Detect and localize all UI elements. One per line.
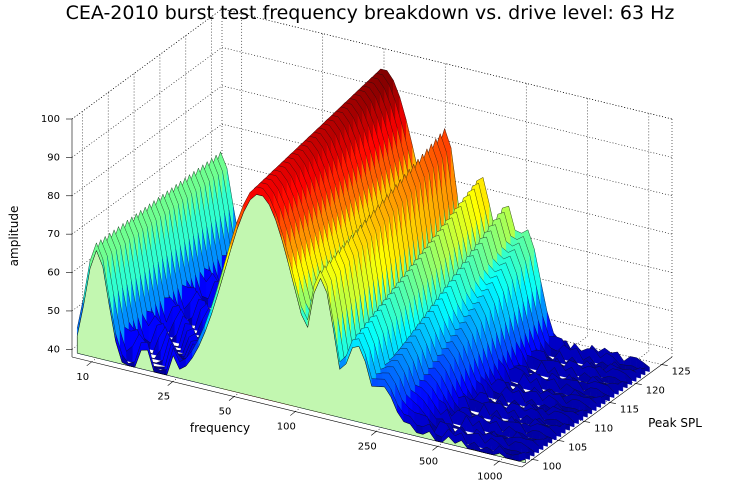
z-grid-left (71, 47, 223, 158)
x-tick-label: 25 (157, 392, 170, 403)
x-tick-mark (493, 461, 499, 466)
x-tick-label: 100 (277, 422, 296, 433)
surface-patch (483, 418, 491, 433)
y-tick-mark (532, 459, 539, 461)
z-tick-label: 100 (41, 114, 60, 125)
x-tick-label: 10 (76, 372, 89, 383)
z-grid-back (221, 8, 673, 120)
y-tick-label: 115 (620, 405, 639, 416)
z-grid-back (221, 47, 673, 158)
x-tick-mark (371, 431, 377, 436)
y-tick-label: 105 (568, 442, 587, 453)
y-tick-mark (609, 402, 616, 404)
front-face (76, 194, 526, 464)
z-tick-label: 90 (47, 152, 60, 163)
x-tick-label: 1000 (477, 471, 502, 480)
z-tick-label: 70 (47, 229, 60, 240)
x-axis-label: frequency (190, 421, 250, 435)
x-tick-label: 250 (358, 441, 377, 452)
x-tick-mark (432, 446, 438, 451)
z-grid-left (71, 8, 223, 120)
z-tick-label: 50 (47, 306, 60, 317)
z-grid-left (71, 123, 223, 235)
tick-layer: 10 25 50 100 250 500 1000 100 105 110 115 120 125 40 5… (41, 114, 691, 480)
y-tick-mark (635, 383, 642, 385)
y-tick-mark (584, 421, 591, 423)
z-tick-label: 80 (47, 191, 60, 202)
y-tick-label: 100 (542, 461, 561, 472)
surface-patch (156, 360, 164, 366)
chart-title: CEA-2010 burst test frequency breakdown … (65, 2, 675, 24)
y-tick-label: 110 (594, 423, 613, 434)
slice-edge (81, 182, 530, 455)
y-tick-label: 120 (646, 386, 665, 397)
y-tick-label: 125 (672, 367, 691, 378)
x-tick-label: 500 (419, 456, 438, 467)
surface-layer (76, 68, 650, 464)
surface-patch (532, 430, 540, 441)
z-tick-label: 60 (47, 268, 60, 279)
y-tick-mark (661, 364, 668, 366)
y-axis-line (521, 356, 673, 468)
x-axis-line (71, 356, 523, 468)
x-tick-mark (290, 411, 296, 416)
z-tick-label: 40 (47, 344, 60, 355)
y-axis-label: Peak SPL (648, 416, 702, 430)
x-tick-mark (167, 381, 173, 386)
x-tick-label: 50 (219, 407, 232, 418)
y-tick-mark (558, 440, 565, 442)
slice-edge (76, 186, 526, 456)
x-tick-mark (86, 361, 92, 367)
x-tick-mark (228, 396, 235, 401)
z-grid-left (71, 85, 223, 197)
z-axis-label: amplitude (7, 206, 21, 267)
